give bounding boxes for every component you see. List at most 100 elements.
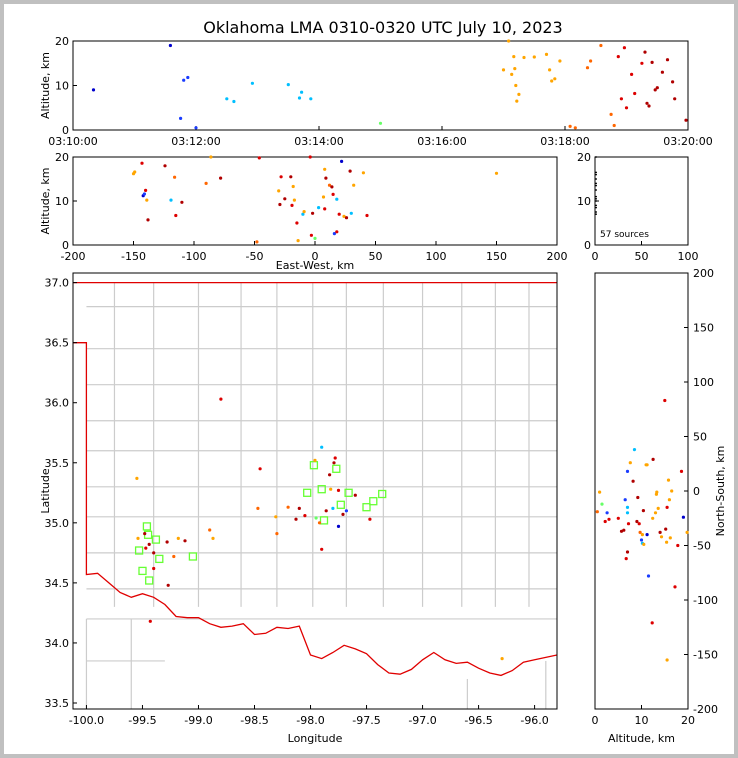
north-south-ytick-label: 100 [693,376,714,389]
plan-view-source-point [344,509,348,513]
time-height-xtick-label: 03:14:00 [294,135,343,148]
plan-view-xlabel: Longitude [288,732,343,745]
east-west-source-point [204,181,208,185]
time-height-source-point [643,50,647,54]
lma-station-marker [378,489,387,499]
east-west-xlabel: East-West, km [276,259,354,272]
east-west-source-point [292,198,296,202]
time-height-source-point [645,101,649,105]
time-height-ytick-label: 10 [55,80,69,93]
east-west-source-point [133,170,137,174]
time-height-source-point [647,104,651,108]
north-south-source-point [665,505,669,509]
plan-view-source-point [332,461,336,465]
time-height-source-point [300,90,304,94]
time-height-source-point [507,39,511,43]
plan-view-ytick-label: 37.0 [45,277,70,290]
time-height-source-point [515,99,519,103]
north-south-source-point [598,490,602,494]
north-south-xtick-label: 0 [592,714,599,727]
plan-view-source-point [336,524,341,529]
east-west-source-point [313,236,317,240]
lma-station-marker [317,485,326,494]
lma-station-marker [303,488,312,497]
east-west-source-point [308,155,312,159]
east-west-source-point [309,233,313,237]
time-height-source-point [609,112,613,116]
plan-view-xtick-label: -99.0 [184,714,212,727]
time-height-source-point [512,55,516,59]
north-south-source-point [625,469,630,473]
plan-view-ytick-label: 35.0 [45,517,70,530]
plan-view-source-point [274,515,278,519]
north-south-source-point [656,506,660,510]
plan-view-source-point [320,445,324,449]
east-west-ylabel: Altitude, km [39,167,52,234]
north-south-source-point [665,658,669,662]
north-south-source-point [650,621,654,625]
figure-title: Oklahoma LMA 0310-0320 UTC July 10, 2023 [203,18,562,37]
histogram-bar [595,182,597,185]
north-south-source-point [679,469,684,473]
plan-view-xtick-label: -96.5 [464,714,492,727]
histogram-bar [595,173,597,176]
north-south-ytick-label: -100 [693,594,718,607]
east-west-xtick-label: 0 [312,250,319,263]
east-west-source-point [146,218,150,222]
east-west-source-point [163,164,167,168]
east-west-ytick-label: 20 [55,151,69,164]
histogram-bar [595,200,597,202]
east-west-xtick-label: -50 [246,250,264,263]
north-south-source-point [659,535,664,539]
plan-view-source-point [183,539,187,543]
east-west-source-point [295,221,299,225]
east-west-source-point [344,216,349,220]
east-west-source-point [289,175,293,179]
time-height-source-point [532,55,536,59]
plan-view-xtick-label: -98.0 [296,714,324,727]
plan-view-source-point [258,467,262,471]
north-south-ytick-label: 0 [693,485,700,498]
east-west-source-point [337,212,341,216]
histogram-bar [595,171,597,174]
east-west-source-point [277,189,281,193]
north-south-source-point [655,490,659,494]
north-south-source-point [600,502,604,506]
time-height-ylabel: Altitude, km [39,52,52,119]
north-south-source-point [624,557,628,561]
time-height-source-point [568,124,572,128]
time-height-source-point [665,58,670,62]
east-west-source-point [169,198,173,202]
plan-view-source-point [136,536,140,541]
time-height-source-point [673,97,677,101]
time-height-source-point [225,97,229,101]
plan-view-xtick-label: -100.0 [69,714,104,727]
plan-view-source-point [256,506,260,510]
time-height-source-point [297,96,302,100]
plan-view-source-point [500,657,504,661]
east-west-source-point [301,212,305,216]
lma-station-marker [151,535,161,544]
time-height-source-point [650,60,654,64]
histogram-ytick-label: 0 [584,239,591,252]
north-south-ytick-label: -50 [693,540,711,553]
east-west-source-point [323,207,327,211]
north-south-source-point [637,522,641,526]
plan-view-source-point [143,532,147,536]
east-west-source-point [255,240,259,244]
lma-station-marker [362,503,371,512]
lma-station-marker [145,576,154,585]
plan-view-source-point [317,521,322,525]
time-height-source-point [550,79,554,83]
north-south-source-point [622,528,626,532]
time-height-ytick-label: 0 [62,124,69,137]
north-south-source-point [651,516,655,520]
plan-view-source-point [172,554,176,559]
east-west-source-point [352,183,356,187]
time-height-source-point [544,52,549,57]
plan-view-source-point [165,540,169,544]
east-west-xtick-label: 50 [369,250,383,263]
plan-view-source-point [211,536,215,541]
time-height-source-point [622,46,627,50]
plan-view-source-point [314,516,318,520]
